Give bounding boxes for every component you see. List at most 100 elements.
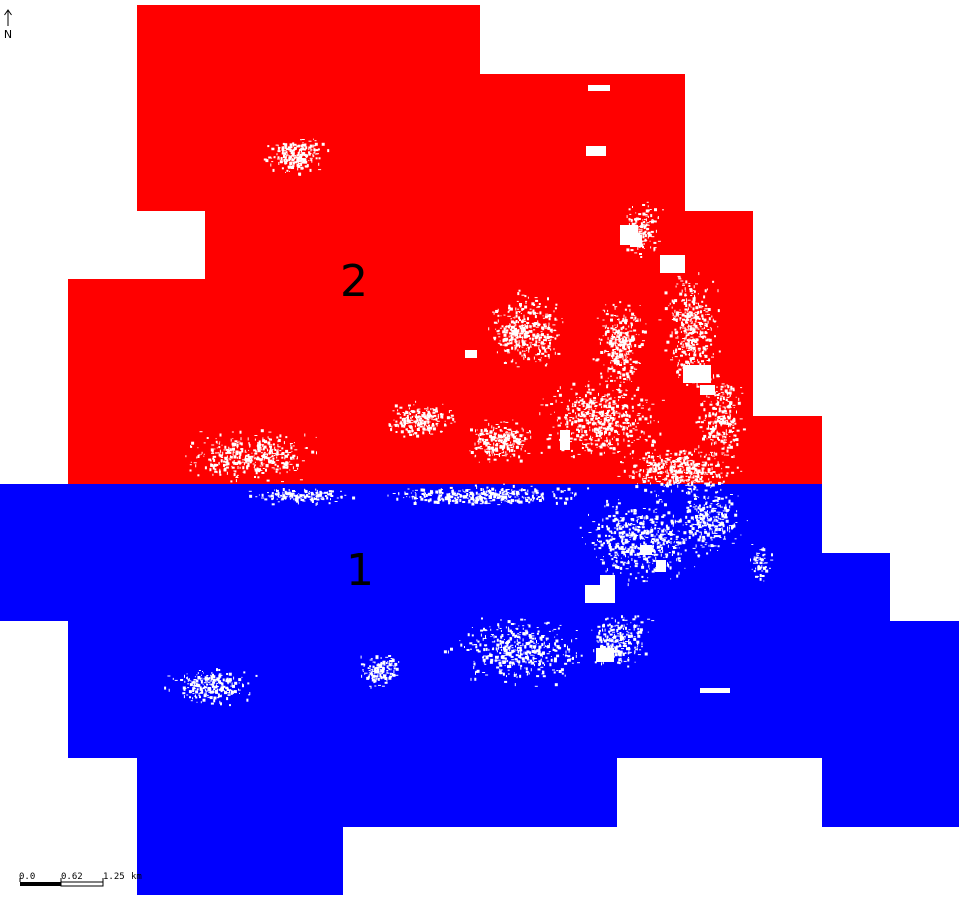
urban-block (526, 344, 529, 346)
urban-block (262, 468, 265, 469)
urban-block (499, 340, 501, 342)
urban-block (652, 545, 654, 548)
urban-block (596, 446, 598, 448)
urban-block (200, 679, 203, 681)
urban-block (428, 421, 431, 423)
urban-block (703, 524, 707, 527)
urban-block (507, 444, 511, 446)
urban-block (245, 460, 248, 463)
urban-block (690, 480, 692, 482)
urban-block (612, 520, 616, 523)
urban-block (633, 336, 635, 339)
urban-block (650, 246, 652, 249)
urban-block (684, 456, 688, 460)
urban-block (710, 524, 712, 527)
urban-block (705, 502, 708, 505)
urban-block (235, 476, 238, 478)
urban-block (432, 427, 436, 431)
urban-block (373, 680, 375, 684)
urban-block (268, 431, 272, 433)
urban-block (260, 452, 263, 454)
urban-block (688, 340, 692, 341)
urban-block (690, 314, 694, 317)
urban-block (600, 410, 604, 412)
urban-block (697, 361, 700, 364)
urban-block (532, 322, 535, 326)
urban-block (635, 544, 637, 547)
urban-block (652, 465, 654, 469)
urban-block (553, 330, 557, 332)
urban-block (618, 321, 622, 323)
urban-block (514, 634, 517, 638)
urban-block (643, 529, 647, 531)
urban-block (524, 355, 526, 358)
urban-block (688, 314, 691, 318)
zone-1-region[interactable] (0, 484, 959, 895)
urban-block (619, 375, 622, 379)
urban-block (235, 477, 239, 478)
urban-block (466, 649, 470, 651)
urban-block (649, 470, 652, 473)
urban-block (593, 649, 595, 653)
urban-block (530, 668, 532, 672)
urban-block (495, 454, 499, 455)
urban-block (282, 142, 285, 145)
urban-block (431, 408, 434, 410)
urban-block (403, 435, 406, 438)
urban-block (246, 458, 248, 461)
urban-block (550, 413, 552, 415)
urban-block (626, 345, 628, 349)
urban-block (525, 651, 528, 655)
urban-block (617, 502, 621, 505)
urban-block (539, 348, 540, 351)
urban-block (614, 332, 616, 334)
urban-block (617, 396, 621, 399)
urban-block (275, 144, 279, 146)
zone-2-region[interactable] (68, 5, 822, 484)
urban-block (694, 294, 695, 298)
urban-block (301, 161, 305, 164)
urban-block (613, 527, 616, 529)
urban-block (543, 323, 546, 326)
urban-block (634, 547, 637, 549)
urban-block (393, 665, 395, 667)
urban-block (705, 453, 707, 456)
urban-block (238, 451, 242, 455)
urban-block (627, 522, 629, 525)
urban-block (699, 531, 701, 533)
urban-block (696, 521, 700, 525)
urban-block (643, 243, 645, 245)
urban-block (639, 458, 641, 460)
urban-block (515, 314, 518, 318)
urban-block (619, 567, 621, 570)
urban-block (370, 685, 372, 689)
urban-block (267, 436, 269, 439)
urban-block (230, 691, 233, 695)
urban-block (527, 672, 529, 675)
urban-block (485, 635, 486, 639)
urban-block (557, 416, 561, 418)
urban-block (585, 406, 589, 409)
urban-block (578, 424, 582, 428)
urban-block (607, 410, 609, 413)
urban-block (209, 680, 213, 682)
urban-block (293, 143, 297, 146)
urban-block (501, 445, 505, 449)
urban-block (586, 391, 590, 394)
urban-block (311, 160, 313, 163)
urban-block (223, 460, 226, 463)
urban-block (493, 321, 497, 324)
urban-block (654, 518, 657, 520)
urban-block (634, 344, 637, 348)
urban-block (557, 432, 559, 435)
urban-block (691, 489, 693, 493)
urban-block (540, 666, 544, 668)
urban-block (276, 456, 278, 459)
urban-block (406, 417, 409, 419)
urban-block (670, 519, 674, 523)
urban-block (606, 426, 610, 430)
urban-block (394, 423, 398, 427)
urban-block (616, 404, 619, 408)
